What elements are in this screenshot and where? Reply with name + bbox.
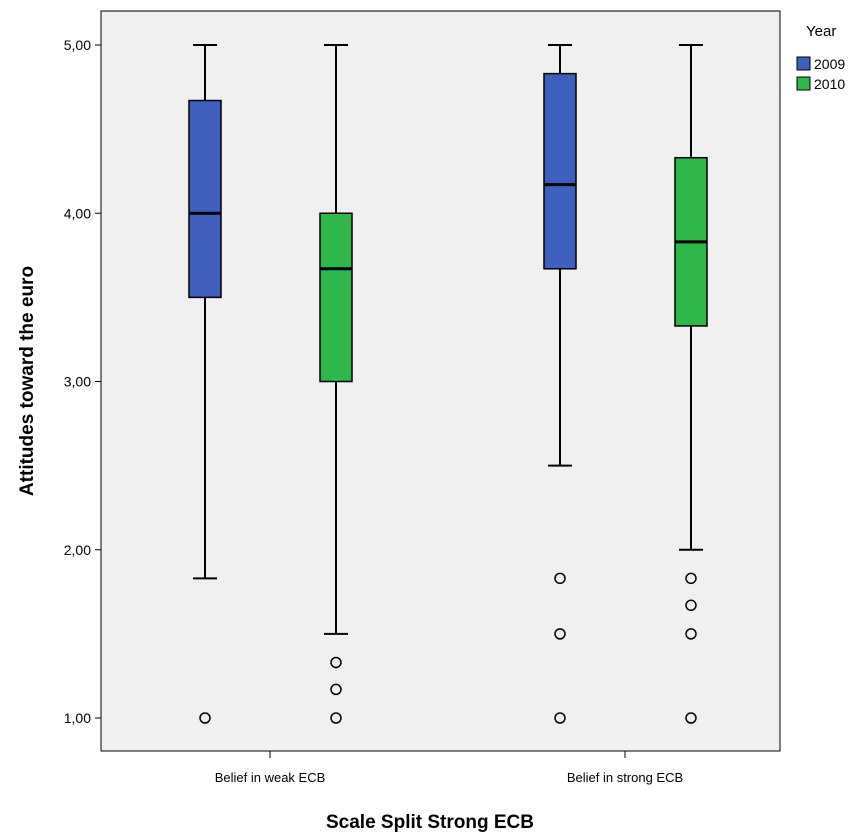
legend-swatch-2009 bbox=[796, 56, 811, 71]
y-tick-label: 2,00 bbox=[64, 542, 91, 558]
box-2010-1 bbox=[319, 44, 353, 724]
box-2009-2 bbox=[543, 44, 577, 724]
outlier-point bbox=[554, 712, 566, 724]
outlier-point bbox=[685, 712, 697, 724]
iqr-box bbox=[188, 99, 222, 299]
legend: Year 2009 2010 bbox=[796, 23, 845, 92]
x-axis-title: Scale Split Strong ECB bbox=[326, 812, 534, 833]
y-tick-label: 4,00 bbox=[64, 205, 91, 221]
outlier-point bbox=[330, 656, 342, 669]
x-tick-label: Belief in weak ECB bbox=[215, 770, 326, 785]
legend-label-2010: 2010 bbox=[814, 76, 845, 92]
y-axis-title: Attitudes toward the euro bbox=[17, 266, 38, 496]
outlier-point bbox=[330, 683, 342, 696]
y-axis: 1,00 2,00 3,00 4,00 5,00 bbox=[64, 37, 101, 726]
outlier-point bbox=[554, 628, 566, 640]
outlier-point bbox=[685, 628, 697, 640]
outlier-point bbox=[199, 712, 211, 724]
outlier-point bbox=[685, 599, 697, 612]
outlier-point bbox=[685, 572, 697, 585]
y-tick-label: 5,00 bbox=[64, 37, 91, 53]
legend-swatch-2010 bbox=[796, 76, 811, 91]
y-tick-label: 3,00 bbox=[64, 374, 91, 390]
box-2010-2 bbox=[674, 44, 708, 724]
iqr-box bbox=[543, 72, 577, 270]
y-tick-label: 1,00 bbox=[64, 710, 91, 726]
outlier-point bbox=[554, 572, 566, 585]
legend-label-2009: 2009 bbox=[814, 56, 845, 72]
legend-title: Year bbox=[806, 23, 836, 40]
x-axis: Belief in weak ECB Belief in strong ECB bbox=[215, 751, 683, 785]
boxes bbox=[188, 44, 708, 724]
x-tick-label: Belief in strong ECB bbox=[567, 770, 683, 785]
iqr-box bbox=[319, 212, 353, 383]
box-2009-1 bbox=[188, 44, 222, 724]
outlier-point bbox=[330, 712, 342, 724]
